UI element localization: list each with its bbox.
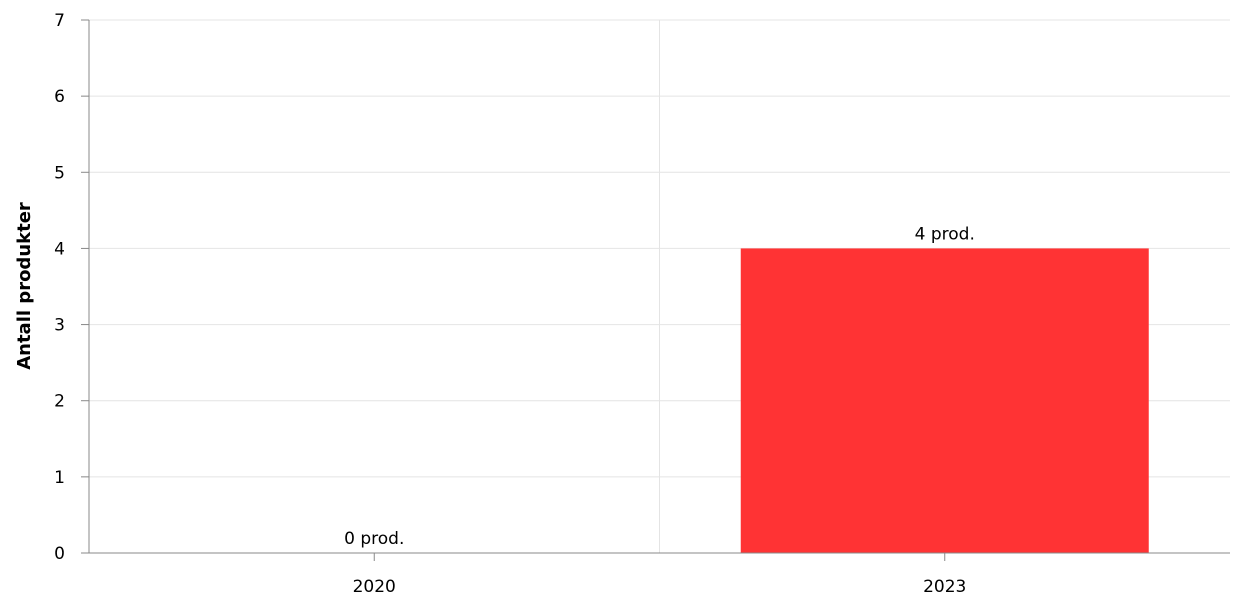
data-labels: 0 prod. 4 prod. xyxy=(344,224,975,549)
x-tick-label: 2023 xyxy=(923,577,966,597)
grid-lines xyxy=(89,19,1230,553)
y-tick-label: 1 xyxy=(54,468,65,488)
y-tick-label: 5 xyxy=(54,163,65,183)
data-label: 4 prod. xyxy=(915,224,975,244)
tick-labels: 0 1 2 3 4 5 6 7 2020 2023 xyxy=(54,11,966,597)
data-label: 0 prod. xyxy=(344,529,404,549)
y-tick-label: 0 xyxy=(54,544,65,564)
y-tick-label: 2 xyxy=(54,392,65,412)
y-axis-title: Antall produkter xyxy=(14,202,35,370)
axes xyxy=(81,19,1230,561)
y-tick-label: 6 xyxy=(54,87,65,107)
bar-2023 xyxy=(740,248,1149,553)
y-tick-label: 4 xyxy=(54,239,65,259)
bars xyxy=(740,248,1149,553)
y-tick-label: 7 xyxy=(54,11,65,31)
x-tick-label: 2020 xyxy=(353,577,396,597)
y-tick-label: 3 xyxy=(54,316,65,336)
